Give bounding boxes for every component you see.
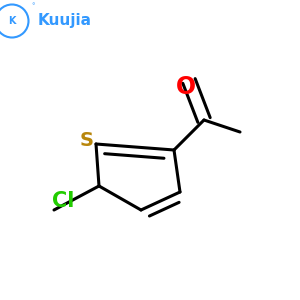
Text: °: ° <box>32 3 35 9</box>
Text: Cl: Cl <box>52 191 74 211</box>
Text: Kuujia: Kuujia <box>38 14 92 28</box>
Text: K: K <box>8 16 16 26</box>
Text: S: S <box>80 131 94 151</box>
Text: O: O <box>176 75 196 99</box>
